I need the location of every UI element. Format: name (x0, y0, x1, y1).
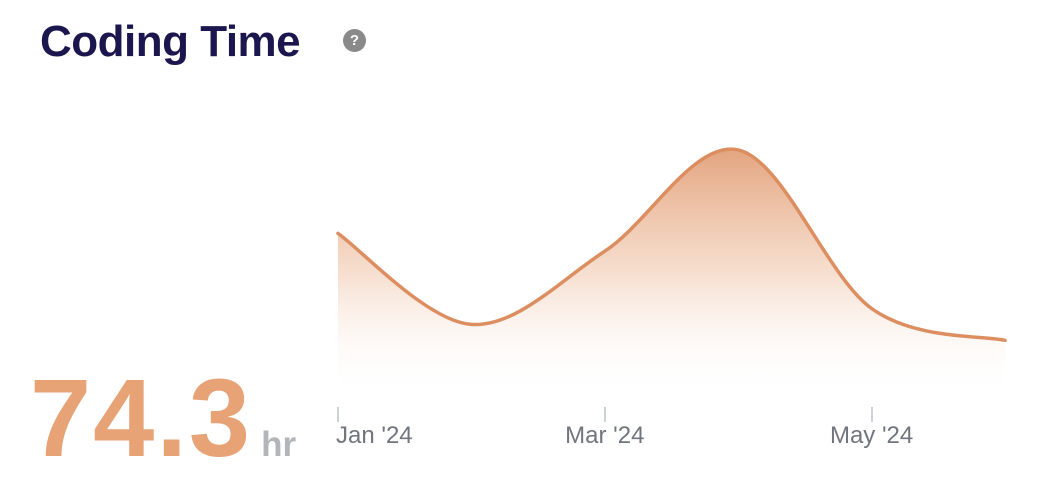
area-chart (336, 130, 1007, 396)
x-axis-tick-label: May '24 (829, 422, 914, 449)
x-axis-tick-mark (603, 407, 606, 422)
x-axis-tick-label: Jan '24 (336, 422, 413, 449)
x-axis-tick-label: Mar '24 (565, 422, 645, 449)
help-button[interactable]: ? (343, 29, 366, 52)
x-axis-tick-mark (870, 407, 873, 422)
area-line (336, 147, 1007, 343)
area-fill (338, 149, 1005, 396)
x-axis-tick-mark (337, 407, 339, 422)
metric-value: 74.3 (30, 357, 253, 480)
x-axis: Jan '24 Mar '24 May '24 (336, 396, 1005, 456)
question-mark-icon: ? (349, 32, 360, 49)
metric-unit: hr (261, 425, 297, 464)
page-title: Coding Time (40, 17, 301, 66)
metric-total: 74.3 hr (30, 364, 296, 474)
area-chart-svg (336, 147, 1007, 396)
